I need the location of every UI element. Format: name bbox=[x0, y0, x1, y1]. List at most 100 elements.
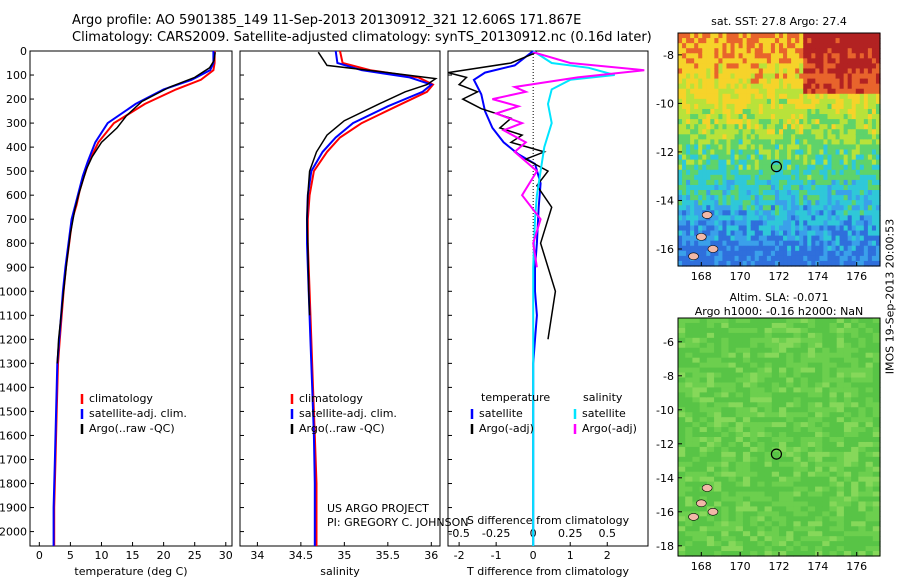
map-cell bbox=[872, 456, 881, 463]
map-cell bbox=[787, 134, 792, 140]
map-cell bbox=[750, 225, 756, 232]
map-cell bbox=[750, 417, 758, 423]
map-cell bbox=[728, 551, 737, 557]
map-cell bbox=[847, 245, 853, 252]
map-cell bbox=[795, 108, 800, 115]
map-cell bbox=[678, 422, 686, 428]
map-cell bbox=[795, 88, 800, 95]
map-cell bbox=[800, 461, 809, 468]
map-cell bbox=[722, 164, 728, 171]
map-cell bbox=[851, 327, 859, 334]
map-cell bbox=[851, 377, 859, 384]
map-cell bbox=[762, 134, 768, 140]
map-cell bbox=[764, 332, 773, 339]
map-cell bbox=[721, 377, 730, 384]
map-cell bbox=[793, 372, 802, 379]
map-cell bbox=[786, 491, 795, 498]
map-cell bbox=[678, 437, 686, 443]
map-cell bbox=[859, 63, 865, 70]
map-cell bbox=[686, 190, 691, 196]
map-cell bbox=[714, 134, 719, 140]
map-cell bbox=[843, 169, 849, 176]
map-cell bbox=[803, 159, 808, 166]
map-cell bbox=[843, 446, 852, 453]
map-cell bbox=[865, 342, 874, 349]
map-cell bbox=[714, 446, 722, 453]
map-cell bbox=[787, 103, 792, 110]
map-cell bbox=[728, 327, 737, 334]
map-cell bbox=[694, 200, 699, 206]
map-cell bbox=[863, 169, 869, 176]
map-cell bbox=[722, 190, 728, 196]
map-cell bbox=[706, 382, 715, 389]
map-cell bbox=[746, 144, 752, 151]
map-cell bbox=[699, 476, 708, 483]
map-cell bbox=[770, 53, 776, 59]
map-cell bbox=[807, 496, 816, 503]
map-cell bbox=[678, 43, 683, 49]
map-cell bbox=[786, 506, 795, 512]
map-cell bbox=[793, 461, 802, 468]
map-cell bbox=[762, 119, 768, 125]
map-cell bbox=[766, 53, 772, 59]
map-cell bbox=[686, 235, 691, 242]
map-cell bbox=[799, 108, 804, 115]
map-cell bbox=[750, 124, 756, 130]
map-cell bbox=[742, 327, 751, 334]
map-cell bbox=[858, 372, 867, 379]
map-cell bbox=[771, 372, 780, 379]
map-cell bbox=[829, 451, 838, 458]
map-cell bbox=[831, 114, 837, 120]
map-x-tick-label: 174 bbox=[807, 270, 828, 283]
map-cell bbox=[714, 342, 722, 349]
map-cell bbox=[678, 220, 683, 227]
map-cell bbox=[722, 255, 728, 262]
map-cell bbox=[791, 88, 796, 95]
map-cell bbox=[827, 124, 833, 130]
map-cell bbox=[786, 382, 795, 389]
map-cell bbox=[800, 551, 809, 557]
map-cell bbox=[710, 240, 715, 247]
map-cell bbox=[815, 441, 823, 448]
map-cell bbox=[835, 184, 841, 191]
map-cell bbox=[699, 481, 708, 488]
x-tick-label: 20 bbox=[157, 549, 171, 562]
map-cell bbox=[685, 481, 694, 488]
map-cell bbox=[746, 114, 752, 120]
map-cell bbox=[742, 98, 748, 105]
map-cell bbox=[865, 357, 874, 364]
island-shape bbox=[696, 499, 707, 508]
map-cell bbox=[694, 38, 699, 44]
map-cell bbox=[799, 255, 804, 262]
map-cell bbox=[783, 230, 788, 237]
map-cell bbox=[694, 179, 699, 186]
map-cell bbox=[690, 195, 695, 201]
map-cell bbox=[867, 149, 873, 156]
map-cell bbox=[831, 33, 837, 39]
map-cell bbox=[865, 551, 874, 557]
map-cell bbox=[839, 225, 845, 232]
map-cell bbox=[742, 190, 748, 196]
map-cell bbox=[795, 33, 800, 39]
map-cell bbox=[750, 230, 756, 237]
map-cell bbox=[795, 260, 800, 267]
map-cell bbox=[779, 347, 787, 354]
map-cell bbox=[822, 372, 831, 379]
map-cell bbox=[807, 144, 812, 151]
map-cell bbox=[872, 417, 881, 423]
map-cell bbox=[847, 174, 853, 181]
map-cell bbox=[871, 93, 877, 100]
map-cell bbox=[859, 108, 865, 115]
map-cell bbox=[865, 327, 874, 334]
map-cell bbox=[699, 342, 708, 349]
map-cell bbox=[827, 53, 833, 59]
map-cell bbox=[710, 83, 715, 90]
map-cell bbox=[779, 407, 787, 413]
map-cell bbox=[694, 53, 699, 59]
map-cell bbox=[831, 159, 837, 166]
map-cell bbox=[758, 43, 764, 49]
map-cell bbox=[750, 337, 758, 344]
map-cell bbox=[750, 437, 758, 443]
map-cell bbox=[750, 397, 758, 403]
map-cell bbox=[791, 184, 796, 191]
